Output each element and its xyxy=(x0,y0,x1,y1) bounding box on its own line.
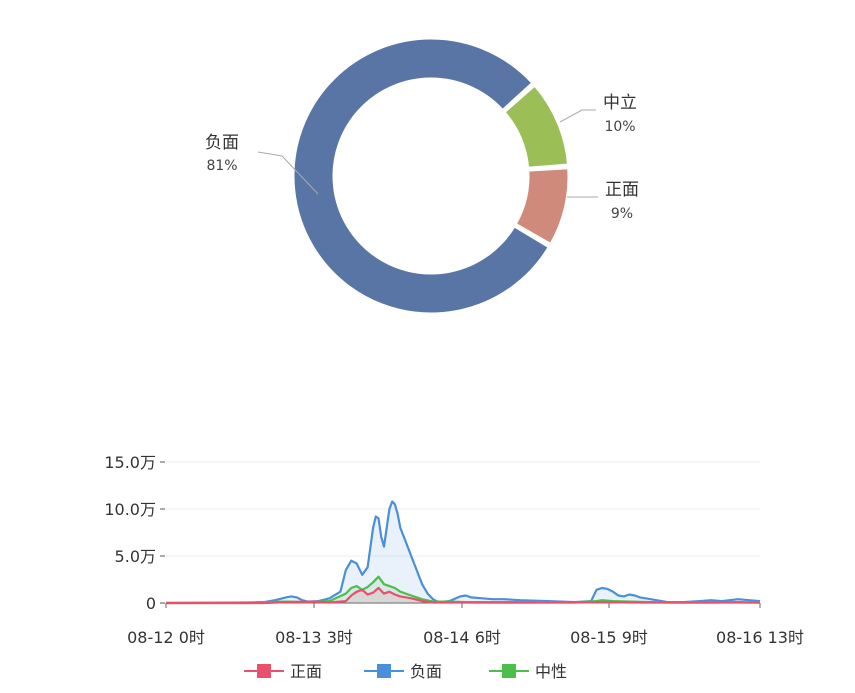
series-line[interactable] xyxy=(166,575,761,605)
x-tick-label: 08-14 6时 xyxy=(423,628,501,647)
y-tick-label: 5.0万 xyxy=(115,547,156,566)
x-tick-label: 08-15 9时 xyxy=(570,628,648,647)
legend-item[interactable]: 正面 xyxy=(244,662,322,681)
donut-slice[interactable] xyxy=(501,82,571,170)
donut-label-leader xyxy=(257,151,319,195)
x-tick-label: 08-13 3时 xyxy=(275,628,353,647)
x-tick-label: 08-12 0时 xyxy=(127,628,205,647)
legend-marker xyxy=(502,664,516,678)
donut-slice-label: 正面 xyxy=(605,180,639,200)
donut-slice[interactable] xyxy=(291,36,552,316)
x-tick-label: 08-16 13时 xyxy=(716,628,804,647)
legend-marker xyxy=(257,664,271,678)
y-tick-label: 10.0万 xyxy=(104,500,156,519)
donut-slice-percent: 81% xyxy=(206,158,237,174)
y-tick-label: 0 xyxy=(146,594,156,613)
donut-slice-label: 负面 xyxy=(205,133,239,153)
series-area xyxy=(166,501,760,603)
donut-chart: 中立 10% 正面 9% 负面 81% xyxy=(205,36,639,316)
donut-slice-label: 中立 xyxy=(603,93,637,113)
donut-label-leader xyxy=(559,109,596,123)
line-chart-axes: 15.0万 10.0万 5.0万 0 08-12 0时 08-13 3时 08-14 6时 0… xyxy=(104,453,804,647)
legend-label: 负面 xyxy=(410,662,442,681)
donut-slice-percent: 9% xyxy=(611,206,633,222)
legend-marker xyxy=(377,664,391,678)
series-line[interactable] xyxy=(166,586,761,605)
line-chart-grid xyxy=(166,461,760,604)
donut-slice-percent: 10% xyxy=(604,119,635,135)
series-line[interactable] xyxy=(165,500,761,605)
legend-label: 正面 xyxy=(290,662,322,681)
line-chart-series xyxy=(165,500,761,605)
legend-item[interactable]: 负面 xyxy=(364,662,442,681)
line-chart-legend[interactable]: 正面 负面 中性 xyxy=(244,662,567,681)
y-tick-label: 15.0万 xyxy=(104,453,156,472)
legend-label: 中性 xyxy=(535,662,567,681)
legend-item[interactable]: 中性 xyxy=(489,662,567,681)
donut-slice[interactable] xyxy=(513,166,571,247)
